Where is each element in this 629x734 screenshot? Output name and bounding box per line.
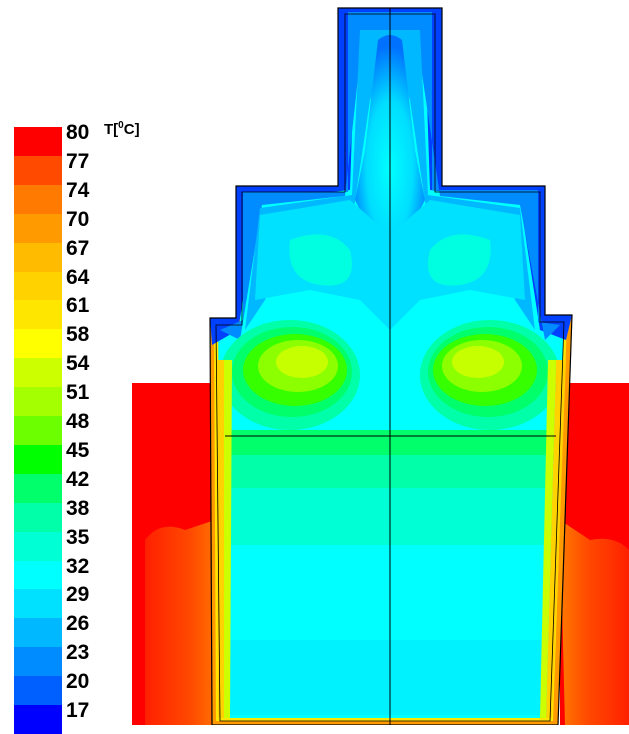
legend-swatch: [14, 329, 62, 359]
legend-swatch: [14, 416, 62, 445]
legend-swatch: [14, 213, 62, 243]
legend-tick-label: 80: [66, 121, 90, 144]
legend-tick-label: 42: [66, 467, 90, 491]
legend-swatch: [14, 358, 62, 388]
legend-tick-label: 48: [66, 410, 90, 433]
legend-swatch: [14, 300, 62, 330]
legend-tick-label: 38: [66, 496, 90, 520]
legend-swatch: [14, 589, 62, 619]
legend-tick-label: 17: [66, 699, 90, 722]
legend-swatch: [14, 502, 62, 532]
legend-swatch: [14, 444, 62, 474]
legend-tick-label: 23: [66, 641, 90, 665]
body-outline: [209, 7, 573, 725]
legend-tick-label: 26: [66, 612, 90, 636]
legend-swatch: [14, 647, 62, 677]
legend-swatch: [14, 618, 62, 648]
legend-tick-label: 54: [66, 352, 90, 376]
legend-tick-label: 35: [66, 525, 90, 549]
legend-swatch: [14, 560, 62, 590]
legend-swatch: [14, 473, 62, 503]
legend-swatch: [14, 387, 62, 417]
legend-swatch: [14, 127, 62, 156]
legend-tick-label: 45: [66, 438, 90, 462]
legend-swatch: [14, 184, 62, 214]
legend-tick-label: 70: [66, 207, 90, 231]
legend-tick-label: 58: [66, 323, 90, 347]
legend-tick-label: 32: [66, 554, 90, 578]
temperature-color-legend: 80 77 74 70 67 64 61 58 54 51 48 45 42 38 35 32 29 26 23 20…: [0, 0, 160, 734]
legend-swatch: [14, 242, 62, 272]
legend-swatch: [14, 155, 62, 185]
legend-tick-label: 29: [66, 583, 90, 607]
left-hot-block-gradient: [145, 520, 222, 725]
legend-tick-label: 64: [66, 265, 90, 289]
legend-swatch: [14, 676, 62, 706]
legend-tick-label: 74: [66, 178, 90, 202]
legend-tick-label: 20: [66, 670, 90, 694]
legend-tick-label: 61: [66, 294, 90, 318]
right-hot-block-gradient: [560, 520, 629, 725]
legend-swatch: [14, 531, 62, 561]
legend-tick-label: 51: [66, 381, 90, 405]
legend-swatch: [14, 271, 62, 301]
legend-tick-label: 67: [66, 236, 90, 260]
legend-unit-label: T[0C]: [104, 120, 140, 138]
legend-tick-label: 77: [66, 149, 90, 173]
